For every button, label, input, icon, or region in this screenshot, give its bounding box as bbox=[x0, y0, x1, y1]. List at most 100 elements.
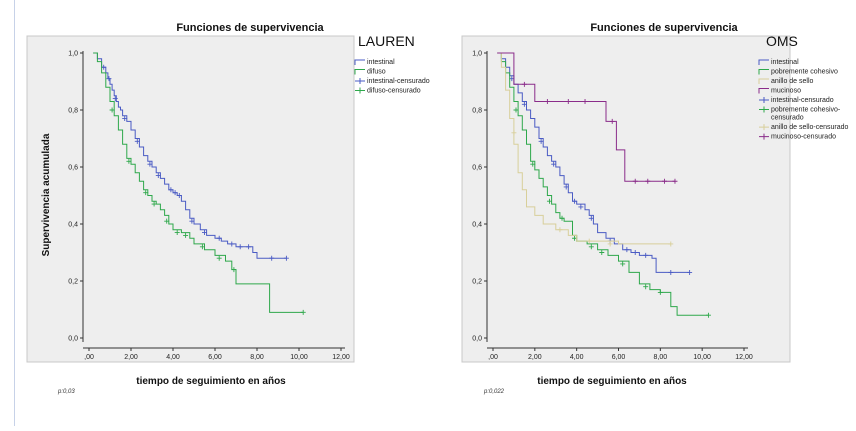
censored-mark-pobremente-cohesivo bbox=[588, 244, 594, 250]
censored-mark-intestinal bbox=[155, 173, 161, 179]
legend-symbol-line bbox=[758, 59, 769, 65]
p-value-lauren: p:0,03 bbox=[57, 389, 75, 395]
censored-mark-mucinoso bbox=[662, 178, 668, 184]
x-axis-label-oms: tiempo de seguimiento en años bbox=[537, 376, 687, 387]
censored-mark-difuso bbox=[199, 244, 205, 250]
censored-mark-intestinal bbox=[176, 193, 182, 198]
y-tick-label-lauren: 0,8 bbox=[68, 108, 78, 115]
chart-tag-lauren: LAUREN bbox=[358, 33, 415, 49]
x-tick-label-lauren: 2,00 bbox=[124, 354, 138, 361]
x-tick-label-oms: 4,00 bbox=[570, 354, 584, 361]
y-tick-label-lauren: 0,0 bbox=[68, 336, 78, 343]
series-line-mucinoso bbox=[497, 52, 675, 182]
y-tick-label-lauren: 0,4 bbox=[68, 222, 78, 229]
x-tick-label-lauren: 12,00 bbox=[332, 354, 350, 361]
y-tick-label-oms: 0,4 bbox=[472, 222, 482, 229]
censored-mark-intestinal bbox=[246, 244, 252, 250]
x-tick-label-oms: 8,00 bbox=[654, 354, 668, 361]
legend-symbol-line bbox=[758, 69, 769, 75]
series-line-anillo-de-sello bbox=[497, 52, 671, 245]
censored-mark-mucinoso bbox=[632, 178, 638, 184]
censored-mark-difuso bbox=[231, 267, 237, 273]
censored-mark-intestinal bbox=[668, 269, 674, 275]
series-line-pobremente-cohesivo bbox=[497, 52, 709, 316]
censored-mark-anillo-de-sello bbox=[586, 238, 592, 244]
y-tick-label-oms: 0,6 bbox=[472, 165, 482, 172]
censored-mark-intestinal bbox=[112, 96, 118, 102]
legend-symbol-line bbox=[354, 59, 365, 65]
censored-mark-intestinal bbox=[624, 247, 630, 253]
x-tick-label-oms: ,00 bbox=[488, 354, 498, 361]
censored-mark-pobremente-cohesivo bbox=[705, 312, 711, 318]
legend-symbol-line bbox=[758, 78, 769, 84]
axes-lauren: 0,0 0,2 0,4 0,6 0,8 1,0 ,00 2,00 4,00 6,00 8,00 10,… bbox=[68, 51, 350, 362]
legend-symbol-censored bbox=[759, 97, 769, 103]
censored-mark-intestinal bbox=[269, 255, 275, 261]
censored-mark-intestinal bbox=[168, 187, 174, 193]
legend-symbol-line bbox=[758, 88, 769, 94]
censored-mark-mucinoso bbox=[544, 98, 550, 104]
censored-mark-intestinal bbox=[172, 190, 178, 196]
censored-mark-intestinal bbox=[216, 235, 222, 241]
y-tick-label-oms: 0,2 bbox=[472, 279, 482, 286]
series-group-oms bbox=[497, 52, 711, 318]
x-tick-label-oms: 10,00 bbox=[693, 354, 711, 361]
censored-mark-intestinal bbox=[202, 230, 207, 236]
x-tick-label-lauren: 4,00 bbox=[166, 354, 180, 361]
x-tick-label-oms: 2,00 bbox=[528, 354, 542, 361]
x-tick-label-oms: 6,00 bbox=[612, 354, 626, 361]
censored-mark-intestinal bbox=[643, 252, 649, 258]
frame-line bbox=[14, 0, 15, 426]
legend-label: difuso-censurado bbox=[367, 88, 421, 95]
axes-oms: 0,0 0,2 0,4 0,6 0,8 1,0 ,00 2,00 4,00 6,00 8,00 10,… bbox=[472, 51, 753, 362]
x-tick-label-lauren: 6,00 bbox=[208, 354, 222, 361]
censored-mark-pobremente-cohesivo bbox=[546, 198, 552, 204]
censored-mark-intestinal bbox=[538, 138, 544, 144]
censored-mark-intestinal bbox=[632, 250, 638, 255]
censored-mark-difuso bbox=[216, 255, 222, 261]
series-line-difuso bbox=[93, 52, 304, 313]
censored-mark-difuso bbox=[126, 158, 132, 164]
p-value-oms: p:0,022 bbox=[483, 389, 505, 395]
panel-oms: Funciones de supervivencia OMS tiempo de… bbox=[461, 22, 849, 395]
censored-mark-difuso bbox=[164, 218, 170, 224]
y-tick-label-lauren: 1,0 bbox=[68, 51, 78, 58]
legend-label: difuso bbox=[367, 69, 386, 76]
censored-mark-intestinal bbox=[229, 241, 235, 247]
legend-oms: intestinal pobremente cohesivo anillo de s… bbox=[758, 59, 849, 141]
censored-mark-pobremente-cohesivo bbox=[530, 161, 536, 167]
censored-mark-intestinal bbox=[551, 161, 557, 167]
censored-mark-difuso bbox=[174, 230, 180, 236]
censored-mark-mucinoso bbox=[672, 178, 678, 184]
censored-mark-pobremente-cohesivo bbox=[620, 261, 626, 267]
x-tick-label-lauren: 10,00 bbox=[290, 354, 308, 361]
y-tick-label-oms: 1,0 bbox=[472, 51, 482, 58]
legend-label: mucinoso-censurado bbox=[771, 134, 836, 141]
censored-mark-anillo-de-sello bbox=[511, 130, 517, 136]
legend-label: pobremente cohesivo bbox=[771, 69, 838, 76]
censored-mark-difuso bbox=[300, 309, 306, 315]
legend-symbol-censored bbox=[759, 106, 769, 113]
x-tick-label-lauren: 8,00 bbox=[250, 354, 264, 361]
x-tick-label-oms: 12,00 bbox=[735, 354, 753, 361]
censored-mark-pobremente-cohesivo bbox=[643, 284, 649, 290]
y-tick-label-oms: 0,0 bbox=[472, 336, 482, 343]
censored-mark-mucinoso bbox=[645, 178, 651, 184]
censored-mark-mucinoso bbox=[609, 118, 615, 124]
censored-mark-intestinal bbox=[563, 184, 569, 190]
censored-mark-mucinoso bbox=[521, 81, 527, 87]
chart-title-oms: Funciones de supervivencia bbox=[590, 22, 738, 34]
censored-mark-mucinoso bbox=[582, 98, 588, 104]
censored-mark-intestinal bbox=[578, 204, 584, 210]
series-group-lauren bbox=[93, 52, 306, 315]
censored-mark-anillo-de-sello bbox=[668, 241, 674, 247]
censored-mark-difuso bbox=[109, 107, 115, 113]
legend-label: intestinal-censurado bbox=[367, 78, 430, 85]
censored-mark-pobremente-cohesivo bbox=[559, 215, 565, 221]
y-tick-label-lauren: 0,6 bbox=[68, 165, 78, 172]
x-axis-label-lauren: tiempo de seguimiento en años bbox=[136, 376, 286, 387]
censored-mark-difuso bbox=[183, 232, 189, 238]
chart-title-lauren: Funciones de supervivencia bbox=[176, 22, 324, 34]
